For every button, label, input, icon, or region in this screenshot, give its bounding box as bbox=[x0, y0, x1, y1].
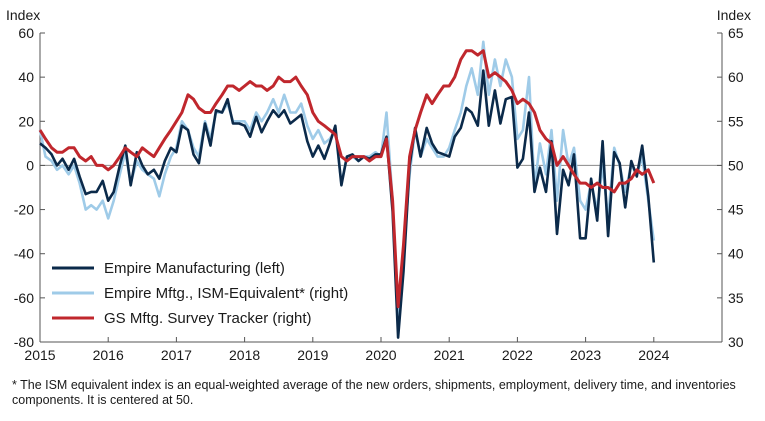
x-tick-label: 2021 bbox=[434, 347, 465, 363]
right-axis-title: Index bbox=[717, 7, 751, 23]
x-tick-label: 2022 bbox=[502, 347, 533, 363]
footnote: * The ISM equivalent index is an equal-w… bbox=[12, 378, 736, 407]
series-line-2 bbox=[38, 49, 656, 309]
series-lines bbox=[38, 40, 656, 339]
x-tick-label: 2024 bbox=[638, 347, 669, 363]
left-tick-label: -40 bbox=[14, 246, 34, 262]
x-tick-label: 2019 bbox=[297, 347, 328, 363]
left-tick-label: 20 bbox=[18, 113, 34, 129]
x-tick-label: 2020 bbox=[365, 347, 396, 363]
right-tick-label: 35 bbox=[728, 290, 744, 306]
left-tick-label: -60 bbox=[14, 290, 34, 306]
left-tick-label: -20 bbox=[14, 202, 34, 218]
right-tick-label: 50 bbox=[728, 157, 744, 173]
left-tick-label: -80 bbox=[14, 334, 34, 350]
left-axis-title: Index bbox=[6, 7, 40, 23]
left-tick-label: 60 bbox=[18, 25, 34, 41]
right-tick-label: 40 bbox=[728, 246, 744, 262]
x-tick-label: 2023 bbox=[570, 347, 601, 363]
x-tick-label: 2017 bbox=[161, 347, 192, 363]
chart-canvas: Index Index -80 -60 -40 -20 0 20 40 60 30 35 40 45 5… bbox=[6, 7, 751, 363]
right-tick-label: 65 bbox=[728, 25, 744, 41]
left-tick-label: 0 bbox=[26, 157, 34, 173]
legend: Empire Manufacturing (left) Empire Mftg.,… bbox=[52, 260, 348, 327]
axes: -80 -60 -40 -20 0 20 40 60 30 35 40 45 50 55 60 65 2015 2… bbox=[14, 25, 744, 363]
legend-label: GS Mftg. Survey Tracker (right) bbox=[104, 310, 312, 327]
x-tick-label: 2016 bbox=[93, 347, 124, 363]
right-tick-label: 55 bbox=[728, 113, 744, 129]
series-line-0 bbox=[39, 69, 656, 339]
right-tick-label: 30 bbox=[728, 334, 744, 350]
right-tick-label: 45 bbox=[728, 202, 744, 218]
legend-label: Empire Mftg., ISM-Equivalent* (right) bbox=[104, 285, 348, 302]
left-tick-label: 40 bbox=[18, 69, 34, 85]
x-tick-label: 2018 bbox=[229, 347, 260, 363]
x-tick-label: 2015 bbox=[24, 347, 55, 363]
legend-label: Empire Manufacturing (left) bbox=[104, 260, 285, 277]
right-tick-label: 60 bbox=[728, 69, 744, 85]
